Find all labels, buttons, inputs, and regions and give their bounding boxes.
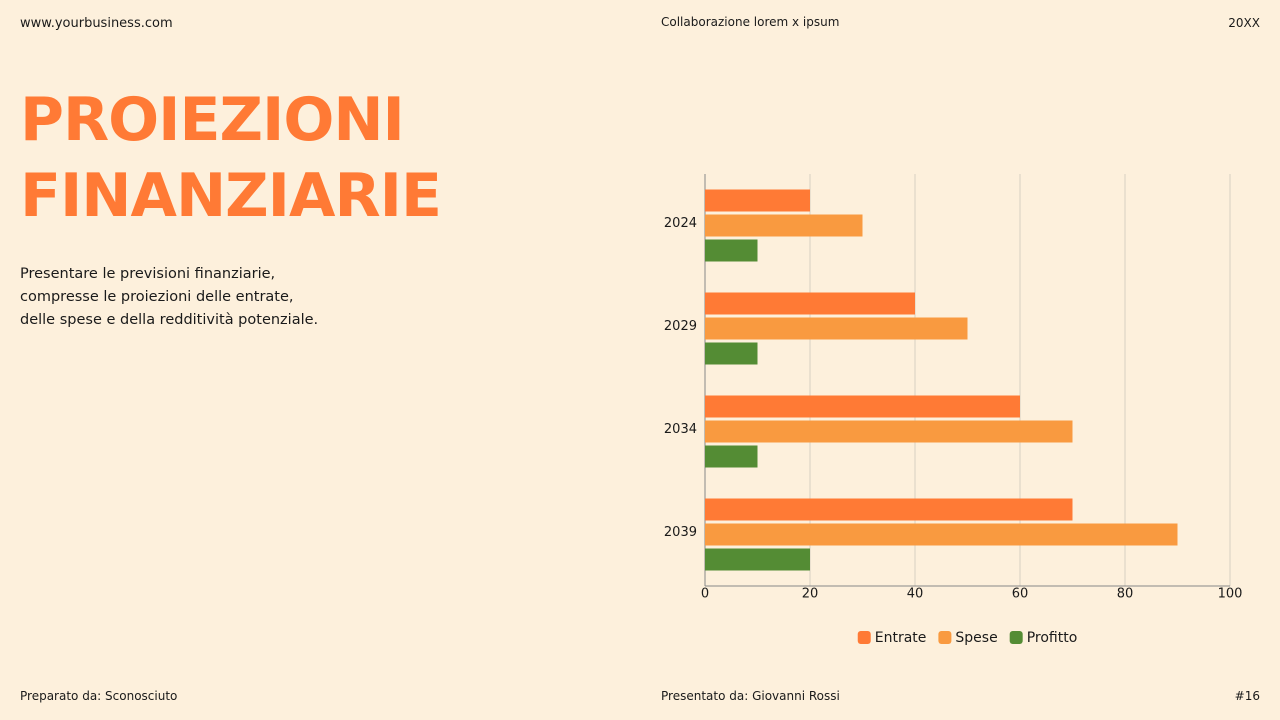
bar — [705, 189, 810, 212]
bar — [705, 548, 810, 571]
bar — [705, 420, 1073, 443]
legend-label: Spese — [955, 630, 997, 646]
legend-label: Entrate — [875, 630, 927, 646]
x-tick-label: 0 — [701, 587, 709, 602]
x-tick-label: 100 — [1218, 587, 1243, 602]
legend-label: Profitto — [1027, 630, 1078, 646]
website: www.yourbusiness.com — [20, 16, 173, 31]
bar — [705, 498, 1073, 521]
bar — [705, 395, 1020, 418]
bar — [705, 239, 758, 262]
bar — [705, 292, 915, 315]
slide-title: PROIEZIONI FINANZIARIE — [20, 85, 442, 231]
bar — [705, 342, 758, 365]
legend-swatch — [857, 631, 871, 644]
bar — [705, 317, 968, 340]
prepared-by: Preparato da: Sconosciuto — [20, 689, 178, 703]
y-tick-label: 2029 — [664, 319, 697, 334]
description: Presentare le previsioni finanziarie, co… — [20, 266, 319, 328]
collaboration: Collaborazione lorem x ipsum — [661, 15, 840, 29]
y-tick-label: 2034 — [664, 422, 697, 437]
x-tick-label: 20 — [802, 587, 819, 602]
x-tick-label: 40 — [907, 587, 924, 602]
x-tick-label: 60 — [1012, 587, 1029, 602]
year: 20XX — [1228, 16, 1260, 30]
page-number: #16 — [1234, 689, 1260, 703]
y-tick-label: 2039 — [664, 525, 697, 540]
legend-swatch — [938, 631, 952, 644]
x-tick-label: 80 — [1117, 587, 1134, 602]
bar — [705, 214, 863, 237]
presented-by: Presentato da: Giovanni Rossi — [661, 689, 840, 703]
legend-swatch — [1009, 631, 1023, 644]
y-tick-label: 2024 — [664, 216, 697, 231]
bar — [705, 445, 758, 468]
bar — [705, 523, 1178, 546]
